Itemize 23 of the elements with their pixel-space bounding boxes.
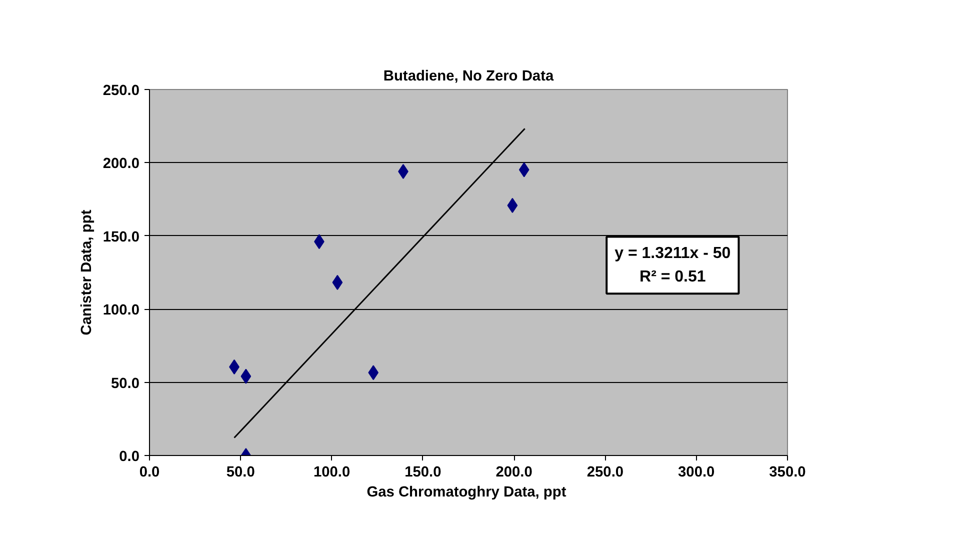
annotation: y = 1.3211x - 50 R² = 0.51	[614, 244, 731, 286]
y-tick-label: 50.0	[110, 376, 140, 392]
x-tick-label: 250.0	[586, 464, 624, 480]
x-tick-label: 350.0	[769, 464, 806, 480]
y-tick-label: 0.0	[119, 449, 140, 465]
y-tick-label: 100.0	[102, 302, 140, 319]
x-tick-label: 200.0	[496, 464, 532, 480]
point	[332, 274, 343, 290]
x-tick-label: 50.0	[226, 464, 255, 480]
x-axis-title: Gas Chromatoghry Data, ppt	[366, 484, 566, 500]
x-tick-label: 150.0	[404, 464, 442, 480]
y-tick-label: 200.0	[102, 156, 140, 172]
chart-title: Butadiene, No Zero Data	[383, 68, 554, 84]
y-tick-label: 150.0	[102, 229, 140, 246]
x-tick-label: 300.0	[678, 464, 715, 480]
point	[518, 162, 530, 178]
x-tick-label: 0.0	[139, 464, 160, 480]
y-axis-title: Canister Data, ppt	[78, 210, 95, 336]
y-tick-label: 250.0	[102, 83, 140, 99]
x-tick-label: 100.0	[313, 464, 350, 480]
point	[507, 198, 518, 213]
point	[368, 365, 379, 380]
point	[240, 368, 252, 384]
